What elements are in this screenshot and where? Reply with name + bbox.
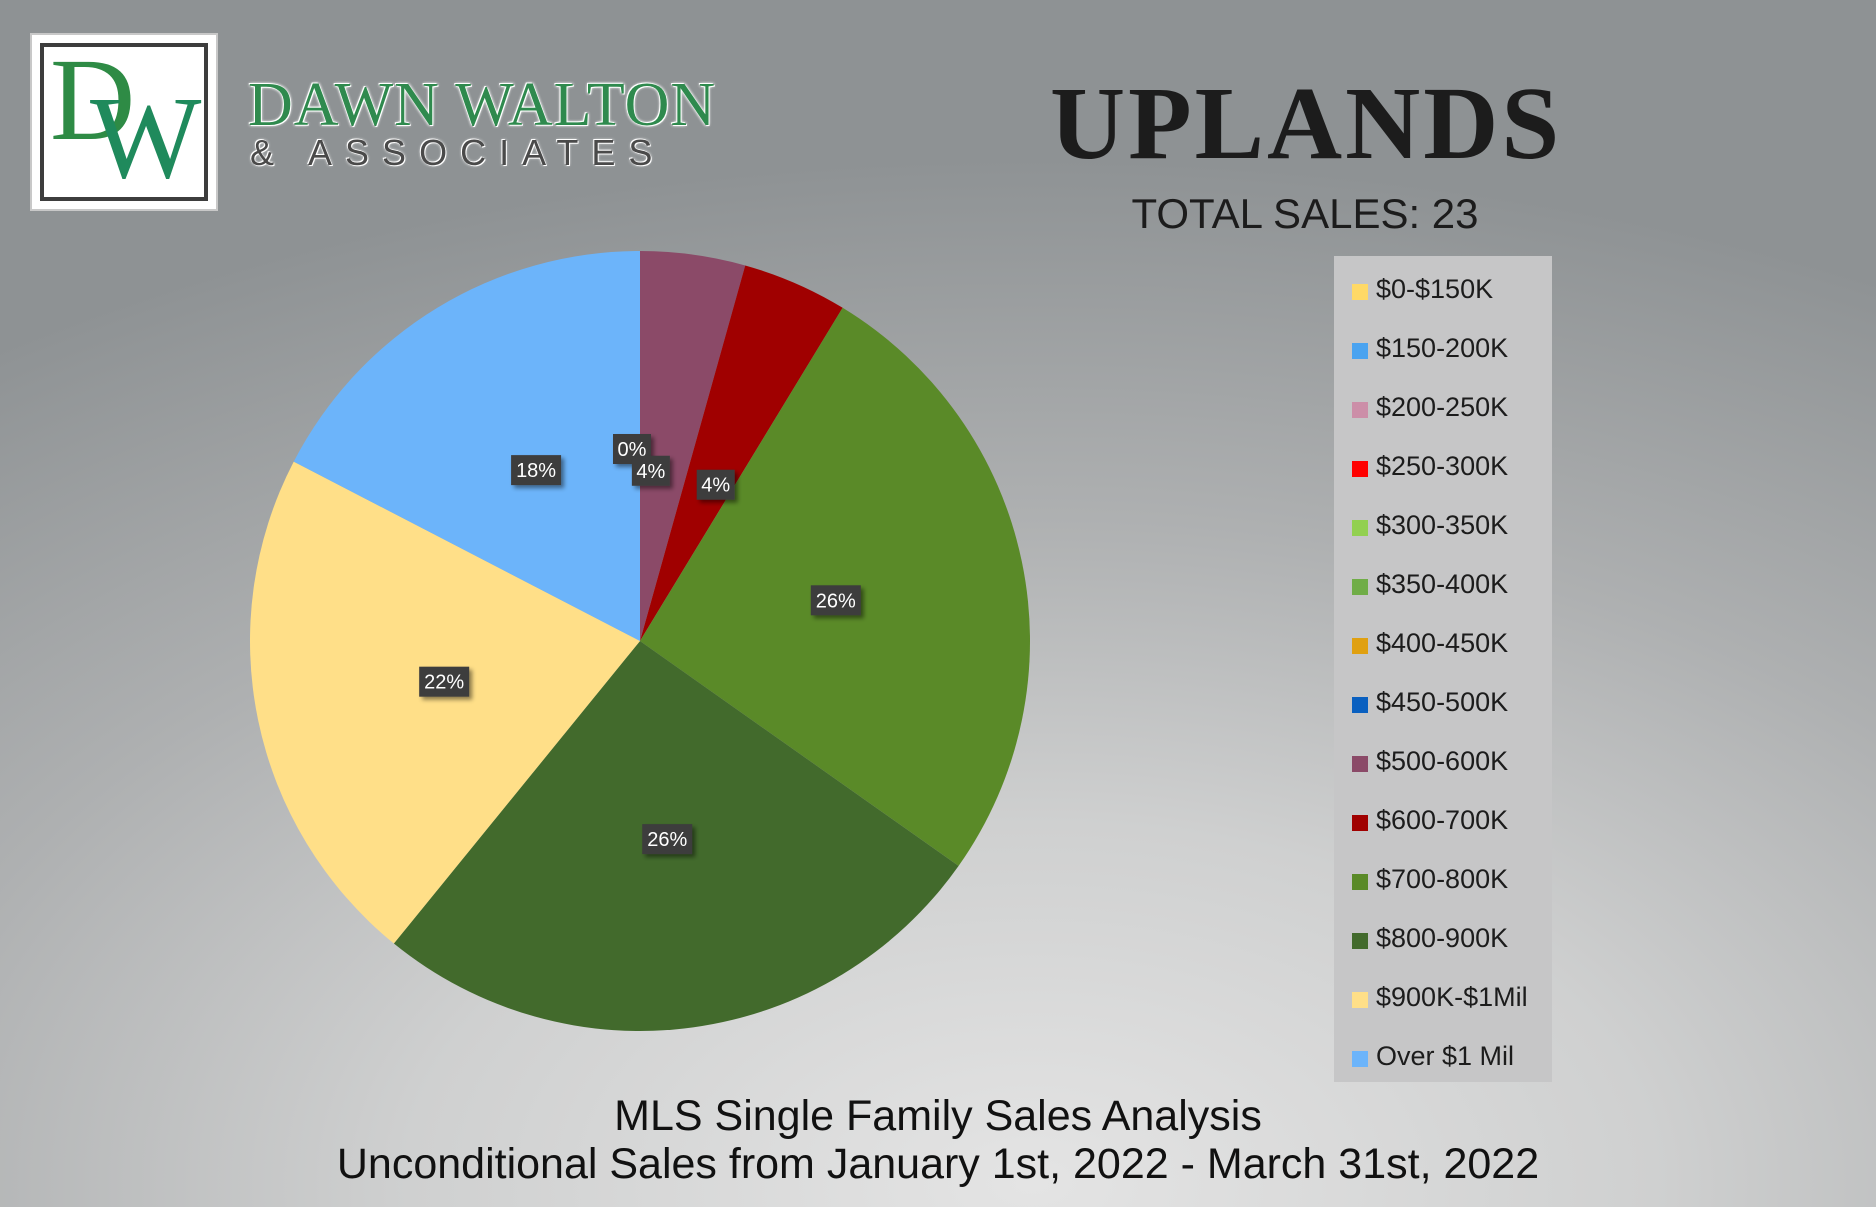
legend-item: $150-200K: [1334, 327, 1552, 386]
legend-swatch: [1352, 520, 1368, 536]
logo-frame: D W: [40, 34, 208, 203]
total-sales: TOTAL SALES: 23: [1131, 190, 1479, 237]
legend-swatch: [1352, 1051, 1368, 1067]
legend-item: $200-250K: [1334, 386, 1552, 445]
legend-swatch: [1352, 579, 1368, 595]
legend-swatch: [1352, 697, 1368, 713]
legend-label: $200-250K: [1376, 392, 1509, 422]
chart-title: UPLANDS: [1050, 66, 1563, 181]
logo-letter-w: W: [90, 72, 202, 203]
legend-label: $450-500K: [1376, 687, 1509, 717]
svg-text:0%: 0%: [618, 439, 647, 461]
legend-label: $350-400K: [1376, 569, 1509, 599]
legend-item: $0-$150K: [1334, 268, 1552, 327]
pie-slice: [250, 461, 640, 944]
legend-swatch: [1352, 461, 1368, 477]
data-label: 4%: [631, 455, 670, 486]
logo: D W: [30, 33, 218, 211]
data-label: 22%: [419, 666, 470, 697]
legend-item: $900K-$1Mil: [1334, 976, 1552, 1035]
svg-text:4%: 4%: [636, 461, 665, 483]
legend-item: $400-450K: [1334, 622, 1552, 681]
data-label: 4%: [696, 469, 735, 500]
legend-item: $500-600K: [1334, 740, 1552, 799]
legend-item: $250-300K: [1334, 445, 1552, 504]
chart-legend: $0-$150K $150-200K $200-250K $250-300K $300-…: [1334, 256, 1552, 1082]
legend-item: $300-350K: [1334, 504, 1552, 563]
legend-swatch: [1352, 756, 1368, 772]
legend-item: $350-400K: [1334, 563, 1552, 622]
pie-slice: [293, 251, 640, 641]
legend-item: $800-900K: [1334, 917, 1552, 976]
legend-label: $800-900K: [1376, 923, 1509, 953]
legend-label: $500-600K: [1376, 746, 1509, 776]
legend-swatch: [1352, 343, 1368, 359]
data-label: 26%: [642, 824, 693, 855]
pie-slice: [640, 265, 843, 641]
legend-label: $250-300K: [1376, 451, 1509, 481]
legend-item: Over $1 Mil: [1334, 1035, 1552, 1094]
legend-swatch: [1352, 933, 1368, 949]
legend-label: $600-700K: [1376, 805, 1509, 835]
logo-letter-d: D: [50, 34, 136, 165]
legend-item: $450-500K: [1334, 681, 1552, 740]
legend-item: $700-800K: [1334, 858, 1552, 917]
legend-swatch: [1352, 874, 1368, 890]
legend-label: $900K-$1Mil: [1376, 982, 1528, 1012]
legend-label: $300-350K: [1376, 510, 1509, 540]
data-label: 26%: [810, 585, 861, 616]
svg-text:18%: 18%: [516, 460, 556, 482]
legend-label: $700-800K: [1376, 864, 1509, 894]
legend-label: $400-450K: [1376, 628, 1509, 658]
legend-swatch: [1352, 815, 1368, 831]
footer-line-1: MLS Single Family Sales Analysis: [614, 1092, 1262, 1140]
svg-text:4%: 4%: [701, 475, 730, 497]
legend-label: $150-200K: [1376, 333, 1509, 363]
legend-swatch: [1352, 402, 1368, 418]
pie-slice: [640, 251, 746, 641]
svg-text:22%: 22%: [424, 672, 464, 694]
legend-swatch: [1352, 638, 1368, 654]
svg-text:26%: 26%: [647, 829, 687, 851]
footer-line-2: Unconditional Sales from January 1st, 20…: [336, 1140, 1540, 1188]
svg-text:26%: 26%: [816, 590, 856, 612]
legend-swatch: [1352, 284, 1368, 300]
legend-item: $600-700K: [1334, 799, 1552, 858]
brand-name: DAWN WALTON: [248, 71, 717, 139]
legend-swatch: [1352, 992, 1368, 1008]
data-label: 18%: [511, 455, 562, 486]
brand-subtitle: & ASSOCIATES: [250, 132, 666, 173]
legend-label: Over $1 Mil: [1376, 1041, 1515, 1071]
legend-label: $0-$150K: [1376, 274, 1494, 304]
